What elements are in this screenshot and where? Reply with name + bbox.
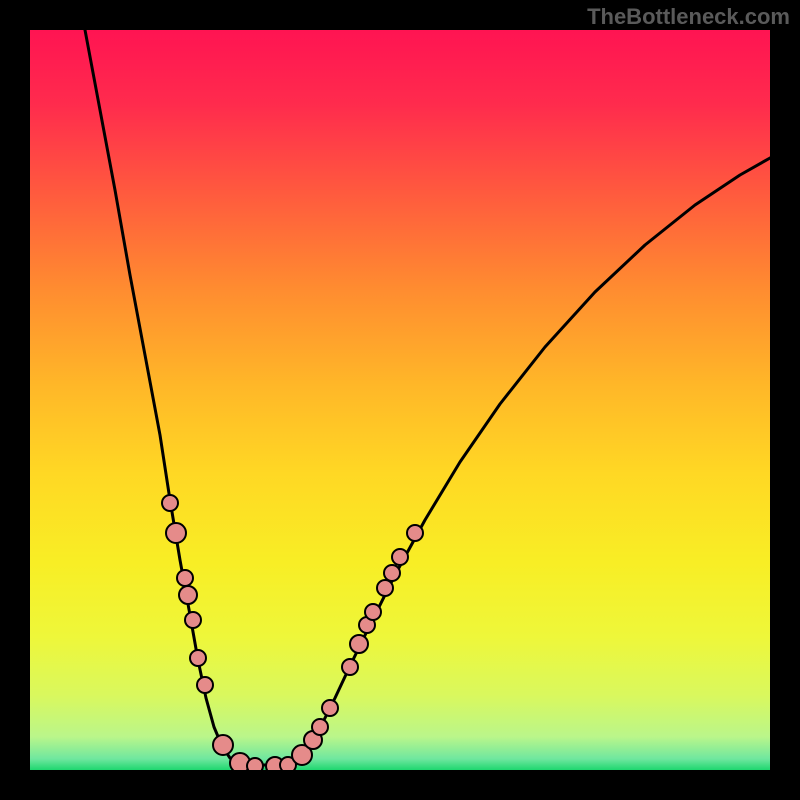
data-marker xyxy=(177,570,193,586)
data-marker xyxy=(197,677,213,693)
gradient-background xyxy=(30,30,770,770)
data-marker xyxy=(213,735,233,755)
data-marker xyxy=(377,580,393,596)
data-marker xyxy=(312,719,328,735)
data-marker xyxy=(190,650,206,666)
data-marker xyxy=(342,659,358,675)
data-marker xyxy=(185,612,201,628)
data-marker xyxy=(384,565,400,581)
chart-canvas: TheBottleneck.com xyxy=(0,0,800,800)
data-marker xyxy=(365,604,381,620)
data-marker xyxy=(179,586,197,604)
plot-area xyxy=(30,30,770,770)
data-marker xyxy=(166,523,186,543)
data-marker xyxy=(322,700,338,716)
data-marker xyxy=(247,758,263,770)
watermark-label: TheBottleneck.com xyxy=(587,4,790,30)
data-marker xyxy=(407,525,423,541)
data-marker xyxy=(350,635,368,653)
data-marker xyxy=(162,495,178,511)
data-marker xyxy=(392,549,408,565)
